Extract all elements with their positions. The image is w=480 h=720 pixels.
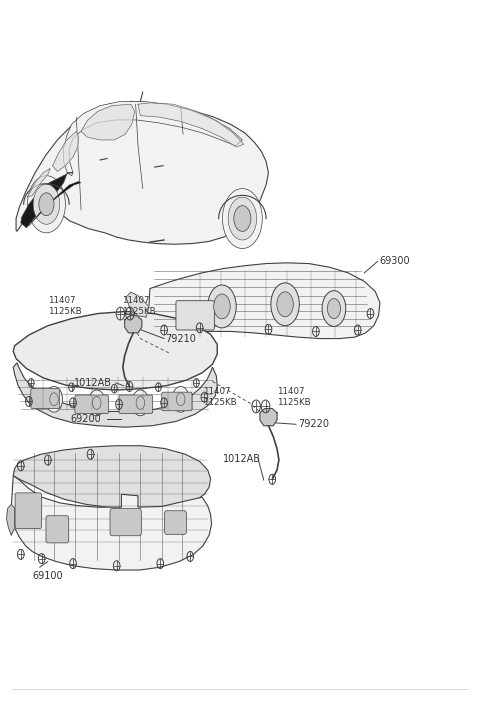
Polygon shape	[29, 181, 81, 225]
Circle shape	[222, 189, 262, 248]
Circle shape	[46, 387, 62, 412]
Polygon shape	[12, 476, 212, 570]
Text: 11407
1125KB: 11407 1125KB	[203, 387, 237, 408]
Polygon shape	[81, 104, 135, 140]
Polygon shape	[125, 315, 142, 333]
FancyBboxPatch shape	[176, 301, 215, 330]
Polygon shape	[21, 173, 73, 228]
Circle shape	[50, 393, 58, 406]
Circle shape	[271, 283, 300, 325]
Circle shape	[33, 184, 60, 224]
Text: 79220: 79220	[298, 419, 329, 429]
Circle shape	[132, 390, 149, 415]
Polygon shape	[13, 446, 211, 508]
Circle shape	[172, 387, 189, 412]
Circle shape	[39, 193, 54, 216]
FancyBboxPatch shape	[31, 389, 60, 408]
Circle shape	[208, 285, 236, 328]
Polygon shape	[138, 103, 244, 147]
FancyBboxPatch shape	[15, 493, 42, 528]
Circle shape	[88, 390, 105, 415]
Text: 11407
1125KB: 11407 1125KB	[122, 297, 156, 317]
Circle shape	[214, 294, 230, 319]
Polygon shape	[53, 131, 79, 171]
FancyBboxPatch shape	[165, 510, 186, 534]
Circle shape	[177, 393, 185, 406]
Polygon shape	[7, 504, 14, 535]
Text: 79210: 79210	[165, 333, 196, 343]
FancyBboxPatch shape	[119, 395, 153, 413]
Text: 69200: 69200	[70, 413, 101, 423]
Circle shape	[234, 206, 251, 231]
Polygon shape	[13, 363, 217, 427]
Text: 1012AB: 1012AB	[223, 454, 262, 464]
Polygon shape	[16, 102, 268, 244]
Polygon shape	[27, 168, 50, 197]
Circle shape	[322, 291, 346, 326]
Text: 1012AB: 1012AB	[74, 378, 112, 388]
Circle shape	[277, 292, 293, 317]
FancyBboxPatch shape	[75, 395, 108, 413]
Circle shape	[228, 197, 257, 240]
Text: 11407
1125KB: 11407 1125KB	[48, 297, 82, 317]
FancyBboxPatch shape	[46, 516, 69, 543]
Text: 11407
1125KB: 11407 1125KB	[277, 387, 311, 408]
Circle shape	[93, 397, 101, 409]
FancyBboxPatch shape	[110, 508, 141, 536]
Polygon shape	[260, 408, 277, 426]
Circle shape	[327, 299, 341, 318]
Polygon shape	[126, 292, 149, 317]
Polygon shape	[63, 102, 242, 176]
Text: 69100: 69100	[32, 571, 63, 581]
Polygon shape	[13, 312, 217, 390]
Polygon shape	[146, 263, 380, 340]
Text: 69300: 69300	[379, 256, 409, 266]
Circle shape	[136, 397, 144, 409]
FancyBboxPatch shape	[162, 392, 192, 410]
Circle shape	[27, 176, 65, 233]
